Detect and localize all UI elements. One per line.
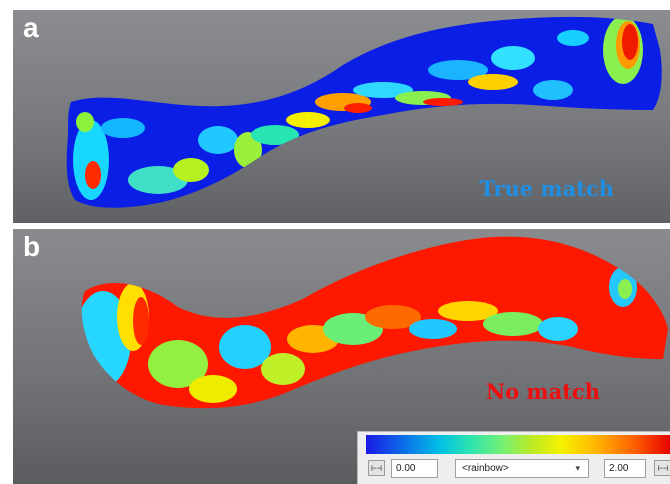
range-max-icon[interactable]: ⊢⊣ xyxy=(654,460,670,476)
colorbar-widget: ⊢⊣ 0.00 <rainbow> ▾ 2.00 ⊢⊣ xyxy=(357,431,670,484)
panel-letter-b: b xyxy=(23,231,41,262)
no-match-label: No match xyxy=(485,379,600,404)
min-value-input[interactable]: 0.00 xyxy=(391,459,438,478)
chevron-down-icon: ▾ xyxy=(575,463,580,473)
viewport-panel-b[interactable]: b No match xyxy=(13,229,670,484)
bone-mesh-a xyxy=(66,16,662,208)
panel-letter-a: a xyxy=(23,12,39,43)
colormap-gradient-bar xyxy=(366,435,670,454)
true-match-label: True match xyxy=(479,176,614,201)
range-min-icon[interactable]: ⊢⊣ xyxy=(368,460,385,476)
bone-mesh-b xyxy=(81,236,668,409)
colormap-select[interactable]: <rainbow> ▾ xyxy=(455,459,589,478)
viewport-panel-a[interactable]: a True match xyxy=(13,10,670,223)
max-value-input[interactable]: 2.00 xyxy=(604,459,646,478)
colormap-select-value: <rainbow> xyxy=(462,463,509,474)
